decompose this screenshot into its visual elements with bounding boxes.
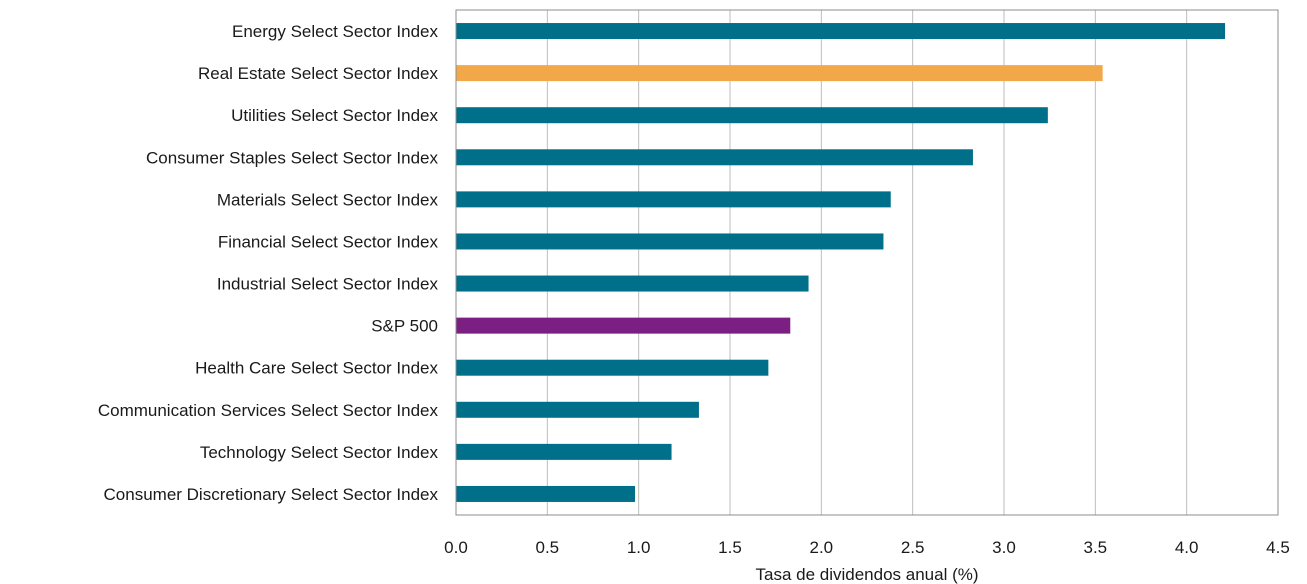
category-label: Health Care Select Sector Index [195, 359, 438, 378]
x-tick-label: 2.5 [901, 538, 925, 557]
x-tick-label: 1.5 [718, 538, 742, 557]
bar [456, 23, 1226, 40]
gridlines [546, 10, 1188, 515]
bar [456, 443, 672, 460]
bars [456, 23, 1226, 502]
category-label: Communication Services Select Sector Ind… [98, 401, 439, 420]
category-label: Consumer Staples Select Sector Index [146, 148, 438, 167]
category-labels: Energy Select Sector Index Real Estate Se… [98, 22, 439, 504]
category-label: S&P 500 [371, 317, 438, 336]
plot-area-frame [455, 9, 1279, 516]
x-tick-label: 4.5 [1266, 538, 1290, 557]
x-tick-label: 0.5 [536, 538, 560, 557]
category-label: Energy Select Sector Index [232, 22, 439, 41]
category-label: Utilities Select Sector Index [231, 106, 438, 125]
bar [456, 401, 699, 418]
bar [456, 65, 1103, 82]
x-tick-label: 1.0 [627, 538, 651, 557]
bar [456, 233, 884, 250]
x-tick-label: 4.0 [1175, 538, 1199, 557]
x-tick-label: 2.0 [810, 538, 834, 557]
x-axis-title: Tasa de dividendos anual (%) [755, 565, 978, 584]
category-label: Industrial Select Sector Index [217, 275, 439, 294]
bar [456, 359, 769, 376]
bar [456, 149, 973, 166]
bar [456, 191, 891, 208]
category-label: Materials Select Sector Index [217, 190, 439, 209]
x-tick-label: 0.0 [444, 538, 468, 557]
category-label: Technology Select Sector Index [200, 443, 439, 462]
category-label: Consumer Discretionary Select Sector Ind… [104, 485, 439, 504]
bar [456, 275, 809, 292]
bar [456, 107, 1048, 124]
x-tick-label: 3.0 [992, 538, 1016, 557]
x-tick-label: 3.5 [1084, 538, 1108, 557]
bar [456, 485, 636, 502]
category-label: Financial Select Sector Index [218, 232, 439, 251]
x-tick-labels: 0.0 0.5 1.0 1.5 2.0 2.5 3.0 3.5 4.0 4.5 [444, 538, 1290, 557]
bar [456, 317, 791, 334]
category-label: Real Estate Select Sector Index [198, 64, 439, 83]
